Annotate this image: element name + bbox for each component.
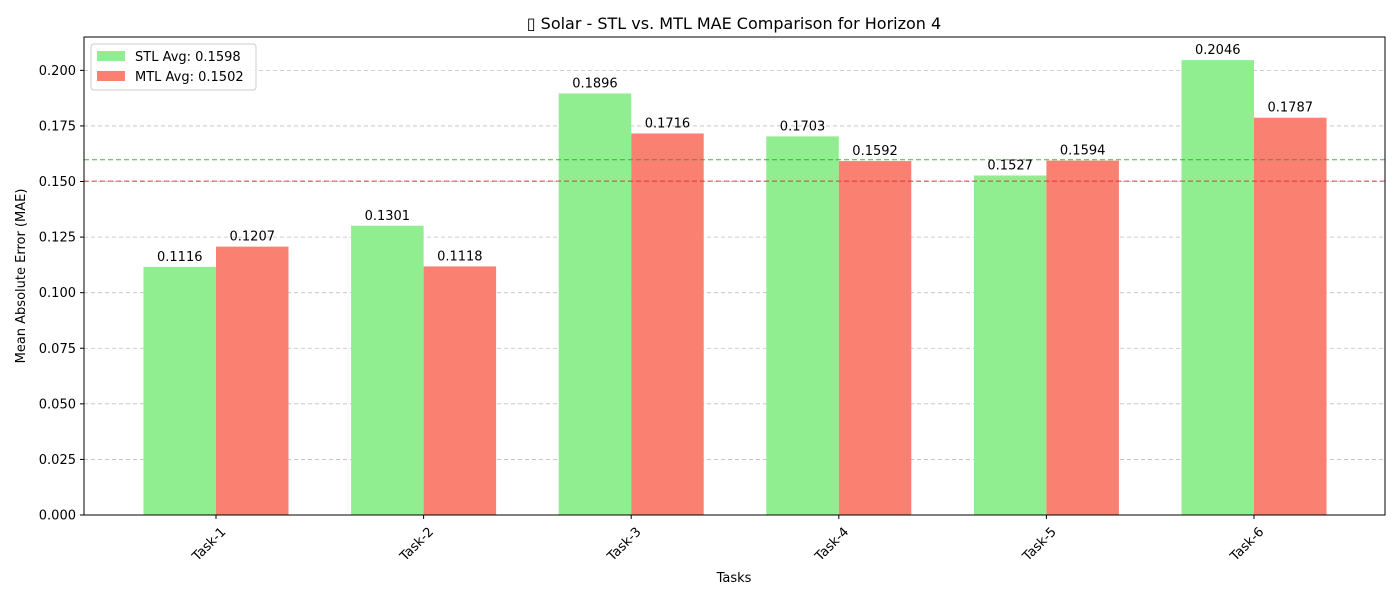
legend-swatch xyxy=(97,51,125,61)
legend: STL Avg: 0.1598 MTL Avg: 0.1502 xyxy=(90,43,257,91)
y-tick-label: 0.075 xyxy=(39,342,76,357)
bars xyxy=(143,60,1327,516)
average-lines xyxy=(84,159,1385,182)
y-axis-title: Mean Absolute Error (MAE) xyxy=(14,189,29,364)
data-label: 0.1118 xyxy=(437,249,483,264)
data-label: 0.1301 xyxy=(365,209,411,224)
legend-label: MTL Avg: 0.1502 xyxy=(135,70,244,85)
bar-mtl xyxy=(1254,117,1327,515)
x-tick-label: Task-5 xyxy=(1019,525,1059,565)
data-label: 0.1116 xyxy=(157,250,203,265)
data-label: 0.1703 xyxy=(780,119,826,134)
data-label: 0.2046 xyxy=(1195,43,1241,58)
x-tick-label: Task-1 xyxy=(189,525,229,565)
data-label: 0.1716 xyxy=(645,116,691,131)
legend-label: STL Avg: 0.1598 xyxy=(135,50,241,65)
y-tick-label: 0.200 xyxy=(39,64,76,79)
chart-title: ▯ Solar - STL vs. MTL MAE Comparison for… xyxy=(527,14,941,33)
y-tick-label: 0.000 xyxy=(39,509,76,524)
data-label: 0.1594 xyxy=(1060,144,1106,159)
bar-stl xyxy=(143,266,216,515)
y-tick-label: 0.150 xyxy=(39,175,76,190)
bar-stl xyxy=(558,93,632,515)
bar-mtl xyxy=(423,266,497,515)
y-tick-label: 0.050 xyxy=(39,397,76,412)
bar-stl xyxy=(766,136,839,516)
y-axis: 0.000 0.025 0.050 0.075 0.100 0.125 0.150 0.175… xyxy=(39,64,84,524)
x-tick-label: Task-3 xyxy=(604,525,644,565)
bar-mtl xyxy=(838,161,912,515)
x-axis: Task-1 Task-2 Task-3 Task-4 Task-5 Task-6 xyxy=(189,515,1267,565)
y-tick-label: 0.125 xyxy=(39,231,76,246)
x-axis-title: Tasks xyxy=(716,571,752,586)
y-tick-label: 0.025 xyxy=(39,453,76,468)
bar-stl xyxy=(973,175,1047,515)
x-tick-label: Task-6 xyxy=(1227,525,1267,565)
legend-swatch xyxy=(97,71,125,81)
x-tick-label: Task-2 xyxy=(397,525,437,565)
plot-frame xyxy=(83,36,1386,516)
y-tick-label: 0.175 xyxy=(39,119,76,134)
data-label: 0.1787 xyxy=(1268,101,1314,116)
data-label: 0.1592 xyxy=(852,144,898,159)
bar-mtl xyxy=(216,246,289,516)
y-tick-label: 0.100 xyxy=(39,286,76,301)
data-labels: 0.1116 0.1207 0.1301 0.1118 0.1896 0.1716 0.17… xyxy=(157,43,1313,265)
data-label: 0.1896 xyxy=(572,76,618,91)
bar-mtl xyxy=(631,133,704,515)
legend-box xyxy=(90,43,257,91)
bar-mtl xyxy=(1046,160,1119,515)
data-label: 0.1527 xyxy=(987,159,1033,174)
x-tick-label: Task-4 xyxy=(812,525,852,565)
bar-stl xyxy=(1181,60,1254,516)
data-label: 0.1207 xyxy=(230,230,276,245)
bar-stl xyxy=(351,225,424,515)
